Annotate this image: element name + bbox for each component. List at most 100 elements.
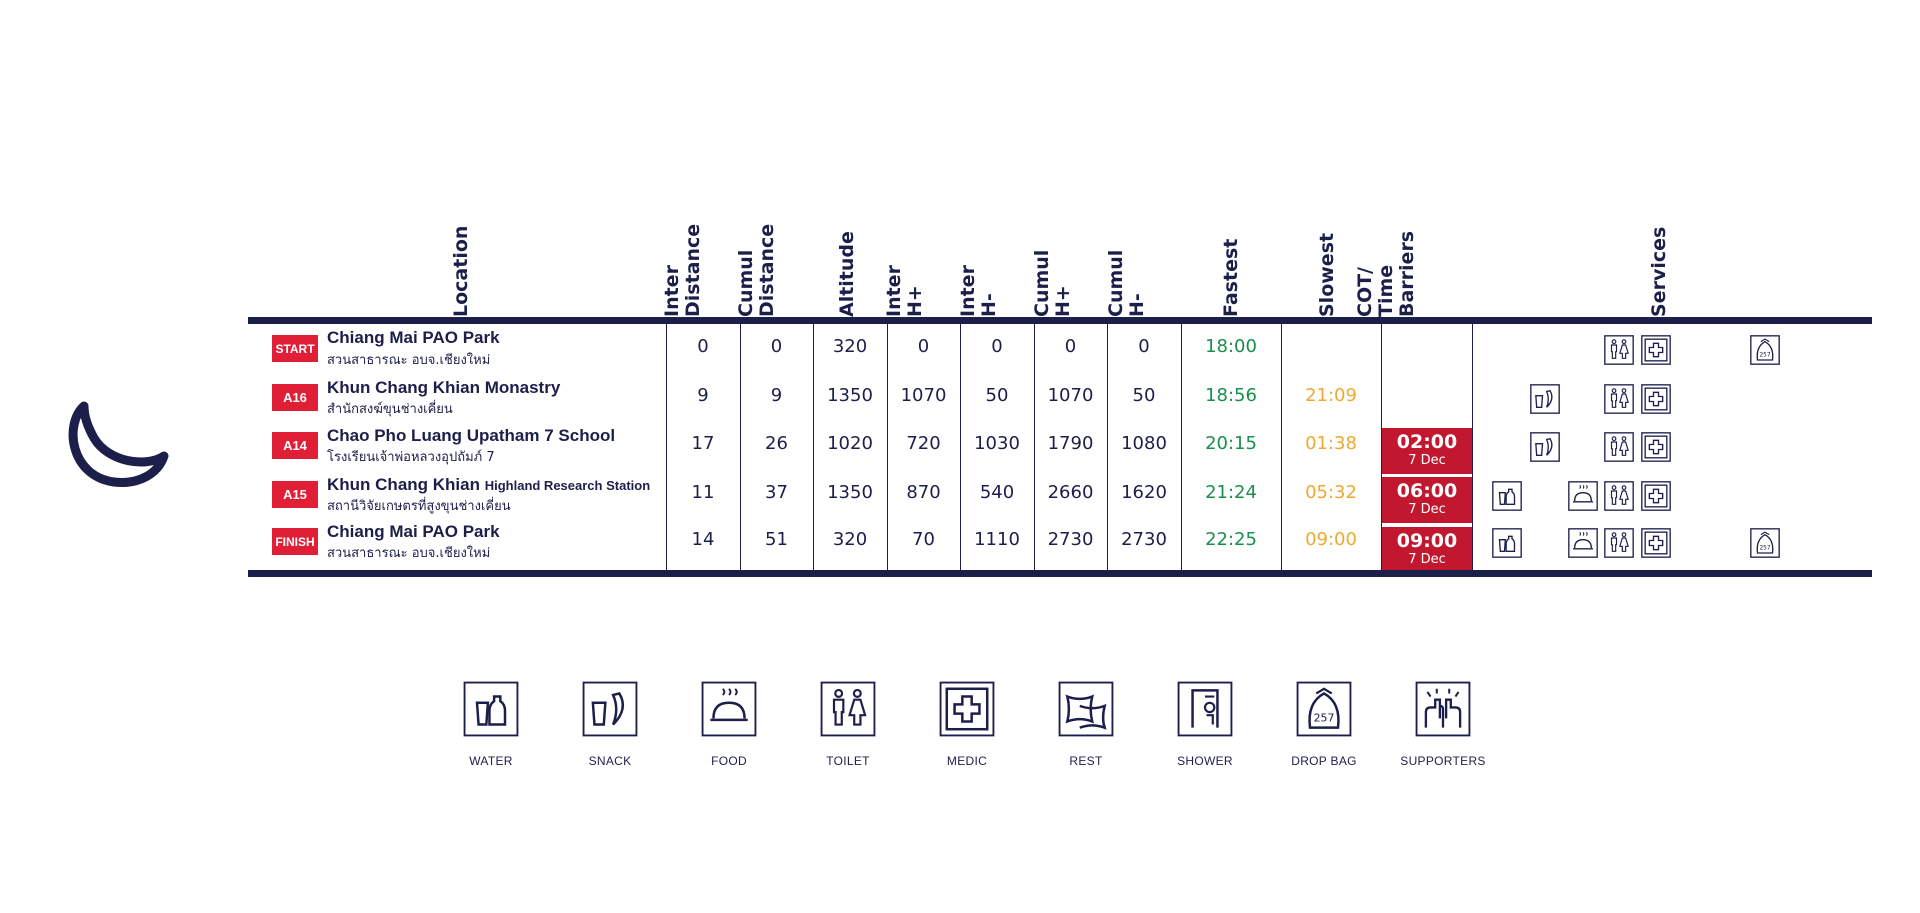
checkpoint-tag: A16: [272, 384, 318, 411]
cot-barrier: 06:00 7 Dec: [1382, 477, 1472, 523]
cot-time: 06:00: [1396, 480, 1458, 502]
legend-water-icon: [463, 681, 519, 737]
header-services: Services: [1648, 226, 1670, 317]
cot-date: 7 Dec: [1408, 552, 1446, 567]
column-divider: [1381, 324, 1382, 570]
cumul-hminus-value: 0: [1138, 336, 1150, 357]
food-icon: [1568, 528, 1598, 558]
location-name: Khun Chang Khian Monastry: [327, 378, 561, 397]
toilet-icon: [1604, 432, 1634, 462]
slowest-value: 05:32: [1305, 482, 1357, 503]
header-cumul-hminus: Cumul H-: [1105, 249, 1148, 317]
drop-bag-icon: 257: [1750, 335, 1780, 365]
column-divider: [1107, 324, 1108, 570]
cumul-hplus-value: 1070: [1047, 385, 1094, 406]
legend-toilet-icon: [820, 681, 876, 737]
legend-label: MEDIC: [946, 754, 988, 768]
legend-label: FOOD: [711, 754, 747, 768]
fastest-value: 22:25: [1205, 529, 1257, 550]
header-location: Location: [450, 225, 472, 317]
location-name: Chiang Mai PAO Park: [327, 328, 500, 347]
legend-label: SUPPORTERS: [1400, 754, 1486, 768]
inter-distance-value: 9: [697, 385, 709, 406]
location-thai-name: สถานีวิจัยเกษตรที่สูงขุนช่างเคี่ยน: [327, 499, 511, 514]
legend-label: SHOWER: [1177, 754, 1233, 768]
location-thai-name: โรงเรียนเจ้าพ่อหลวงอุปถัมภ์ 7: [327, 450, 495, 465]
altitude-value: 320: [832, 336, 868, 357]
medic-icon: [1641, 432, 1671, 462]
checkpoint-tag: A15: [272, 481, 318, 508]
cumul-hminus-value: 50: [1132, 385, 1156, 406]
inter-hminus-value: 540: [979, 482, 1015, 503]
header-inter-hplus: Inter H+: [883, 265, 926, 317]
column-divider: [887, 324, 888, 570]
cumul-hplus-value: 1790: [1047, 433, 1094, 454]
legend-snack-icon: [582, 681, 638, 737]
legend-medic-icon: [939, 681, 995, 737]
toilet-icon: [1604, 384, 1634, 414]
table-row: START Chiang Mai PAO Park สวนสาธารณะ อบจ.เ…: [0, 326, 1920, 372]
table-row: A16 Khun Chang Khian Monastry สำนักสงฆ์ขุน…: [0, 375, 1920, 421]
cot-date: 7 Dec: [1408, 502, 1446, 517]
header-fastest: Fastest: [1220, 238, 1242, 317]
location-thai-name: สำนักสงฆ์ขุนช่างเคี่ยน: [327, 402, 453, 417]
toilet-icon: [1604, 481, 1634, 511]
slowest-value: 21:09: [1305, 385, 1357, 406]
location-thai-name: สวนสาธารณะ อบจ.เชียงใหม่: [327, 353, 491, 368]
toilet-icon: [1604, 528, 1634, 558]
inter-distance-value: 14: [691, 529, 715, 550]
inter-distance-value: 0: [697, 336, 709, 357]
cumul-hminus-value: 1620: [1121, 482, 1167, 503]
legend-food-icon: [701, 681, 757, 737]
header-cumul-hplus: Cumul H+: [1031, 249, 1074, 317]
legend-label: WATER: [469, 754, 513, 768]
column-divider: [1034, 324, 1035, 570]
legend-label: REST: [1069, 754, 1103, 768]
water-icon: [1492, 528, 1522, 558]
legend-label: SNACK: [588, 754, 632, 768]
inter-hplus-value: 70: [912, 529, 935, 550]
legend-supporters-icon: [1415, 681, 1471, 737]
cumul-hplus-value: 0: [1064, 336, 1077, 357]
inter-hplus-value: 1070: [900, 385, 947, 406]
cot-date: 7 Dec: [1408, 453, 1446, 468]
svg-text:257: 257: [1759, 546, 1770, 552]
header-cot: COT/Time Barriers: [1354, 230, 1418, 317]
water-icon: [1492, 481, 1522, 511]
inter-hminus-value: 1110: [974, 529, 1020, 550]
location-name: Chiang Mai PAO Park: [327, 522, 500, 541]
checkpoint-tag: START: [272, 335, 318, 362]
legend-rest-icon: [1058, 681, 1114, 737]
location-thai-name: สวนสาธารณะ อบจ.เชียงใหม่: [327, 546, 491, 561]
column-divider: [960, 324, 961, 570]
medic-icon: [1641, 528, 1671, 558]
slowest-value: 01:38: [1305, 433, 1357, 454]
altitude-value: 1350: [827, 385, 873, 406]
column-divider: [1281, 324, 1282, 570]
column-divider: [1181, 324, 1182, 570]
cot-time: 09:00: [1396, 530, 1458, 552]
location-name-detail: Highland Research Station: [484, 478, 651, 493]
svg-text:257: 257: [1759, 353, 1770, 359]
column-divider: [740, 324, 741, 570]
column-divider: [666, 324, 667, 570]
medic-icon: [1641, 384, 1671, 414]
inter-hminus-value: 50: [985, 385, 1009, 406]
legend-drop-bag-icon: 257: [1296, 681, 1352, 737]
inter-distance-value: 11: [691, 482, 715, 503]
cumul-hplus-value: 2660: [1047, 482, 1094, 503]
cumul-hminus-value: 2730: [1121, 529, 1167, 550]
inter-hminus-value: 0: [991, 336, 1003, 357]
legend-label: TOILET: [826, 754, 870, 768]
fastest-value: 21:24: [1205, 482, 1257, 503]
table-bottom-rule: [248, 570, 1872, 577]
inter-hplus-value: 870: [906, 482, 941, 503]
snack-icon: [1530, 432, 1560, 462]
column-divider: [813, 324, 814, 570]
slowest-value: 09:00: [1305, 529, 1357, 550]
altitude-value: 1350: [827, 482, 873, 503]
cot-barrier: 02:00 7 Dec: [1382, 428, 1472, 474]
cumul-distance-value: 9: [770, 385, 783, 406]
table-row: A14 Chao Pho Luang Upatham 7 School โรงเรี…: [0, 423, 1920, 469]
checkpoint-tag: FINISH: [272, 528, 318, 555]
